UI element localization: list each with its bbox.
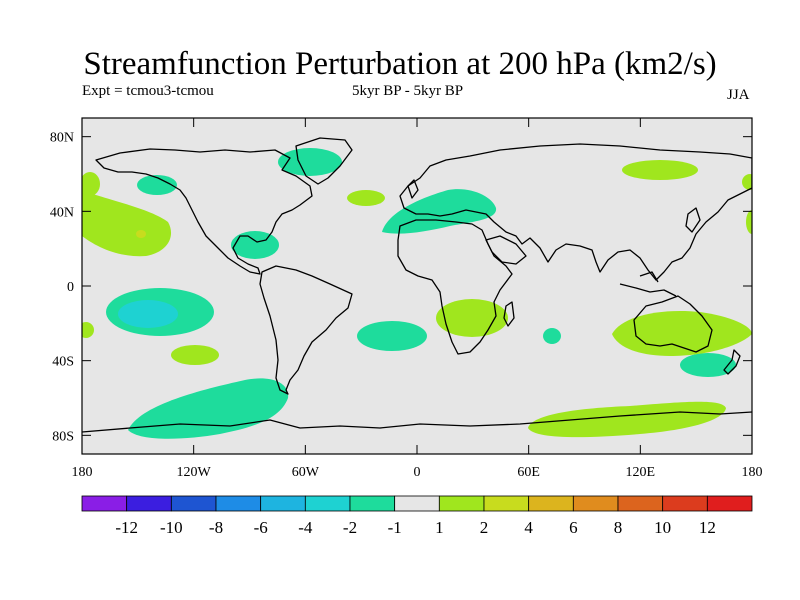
season-label: JJA — [727, 87, 750, 103]
experiment-label: Expt = tcmou3-tcmou — [82, 83, 214, 99]
coast-new-zealand — [723, 349, 741, 375]
colorbar-swatch — [126, 495, 172, 512]
colorbar-swatch — [572, 495, 619, 512]
coast-australia — [633, 295, 713, 353]
colorbar-swatch — [349, 495, 396, 512]
region-npac-positive — [82, 190, 172, 257]
region-siberia-positive — [622, 160, 698, 180]
chart-title: Streamfunction Perturbation at 200 hPa (… — [83, 46, 717, 82]
lon-tick-label: 60E — [517, 465, 540, 480]
colorbar-label: 4 — [524, 518, 533, 537]
coastlines — [82, 137, 752, 433]
coast-british-isles — [407, 179, 419, 199]
period-label: 5kyr BP - 5kyr BP — [352, 83, 464, 99]
map-content — [82, 137, 752, 439]
coast-antarctica — [82, 411, 752, 433]
colorbar-swatch — [706, 495, 753, 512]
coast-north-america — [95, 148, 313, 275]
region-nz-negative — [680, 353, 736, 377]
colorbar-label: -1 — [388, 518, 402, 537]
shaded-regions — [82, 148, 752, 439]
region-southern-indian-positive — [528, 401, 726, 438]
colorbar-label: -12 — [115, 518, 138, 537]
colorbar-swatch — [215, 495, 262, 512]
region-satl-negative — [357, 321, 427, 351]
lat-tick-label: 40S — [52, 355, 74, 370]
lat-tick-label: 80S — [52, 429, 74, 444]
lon-tick-label: 120E — [626, 465, 656, 480]
coast-africa — [397, 219, 513, 355]
lon-tick-label: 120W — [177, 465, 212, 480]
colorbar-swatch — [394, 495, 440, 512]
coast-japan — [685, 207, 701, 233]
colorbar-label: 1 — [435, 518, 444, 537]
colorbar-label: 8 — [614, 518, 623, 537]
lon-tick-label: 180 — [742, 465, 763, 480]
colorbar-label: 2 — [480, 518, 489, 537]
region-npac-east-positive — [742, 174, 752, 190]
colorbar-swatch — [170, 495, 217, 512]
region-wpac-positive — [746, 210, 752, 234]
colorbar-swatch — [81, 495, 128, 512]
colorbar-label: 6 — [569, 518, 578, 537]
lat-tick-label: 80N — [50, 131, 74, 146]
lon-tick-label: 0 — [414, 465, 421, 480]
region-npac-negative — [137, 175, 177, 195]
colorbar-swatch — [528, 495, 574, 512]
colorbar-swatch — [260, 495, 306, 512]
region-caribbean-negative — [231, 231, 279, 259]
coast-south-america — [259, 265, 353, 395]
region-indian-negative — [543, 328, 561, 344]
colorbar-label: -6 — [254, 518, 268, 537]
latitude-axis: 80N 40N 0 40S 80S — [50, 131, 752, 444]
region-greenland-negative — [278, 148, 342, 176]
region-spac-positive — [171, 345, 219, 365]
region-spac-core — [118, 300, 178, 328]
region-npac-core — [136, 230, 146, 238]
longitude-axis: 180 120W 60W 0 60E 120E 180 — [72, 118, 763, 480]
lat-tick-label: 0 — [67, 280, 74, 295]
colorbar: -12 -10 -8 -6 -4 -2 -1 1 2 4 6 8 10 12 — [81, 495, 753, 537]
coast-arabia — [485, 235, 527, 265]
region-safrica-positive — [436, 299, 508, 337]
colorbar-label: 12 — [699, 518, 716, 537]
colorbar-label: -10 — [160, 518, 183, 537]
colorbar-label: 10 — [654, 518, 671, 537]
colorbar-label: -2 — [343, 518, 357, 537]
colorbar-swatch — [304, 495, 351, 512]
lat-tick-label: 40N — [50, 205, 74, 220]
coast-indonesia — [619, 271, 677, 297]
region-sp-east-positive — [82, 322, 94, 338]
lon-tick-label: 60W — [292, 465, 320, 480]
region-npac-positive-west — [82, 172, 100, 196]
coast-greenland — [295, 137, 353, 185]
coast-madagascar — [503, 301, 515, 327]
colorbar-swatch — [438, 495, 485, 512]
colorbar-swatch — [483, 495, 530, 512]
region-natl-positive — [347, 190, 385, 206]
colorbar-swatch — [617, 495, 664, 512]
colorbar-label: -4 — [298, 518, 313, 537]
lon-tick-label: 180 — [72, 465, 93, 480]
colorbar-swatch — [662, 495, 708, 512]
coast-eurasia — [399, 143, 752, 281]
colorbar-label: -8 — [209, 518, 223, 537]
